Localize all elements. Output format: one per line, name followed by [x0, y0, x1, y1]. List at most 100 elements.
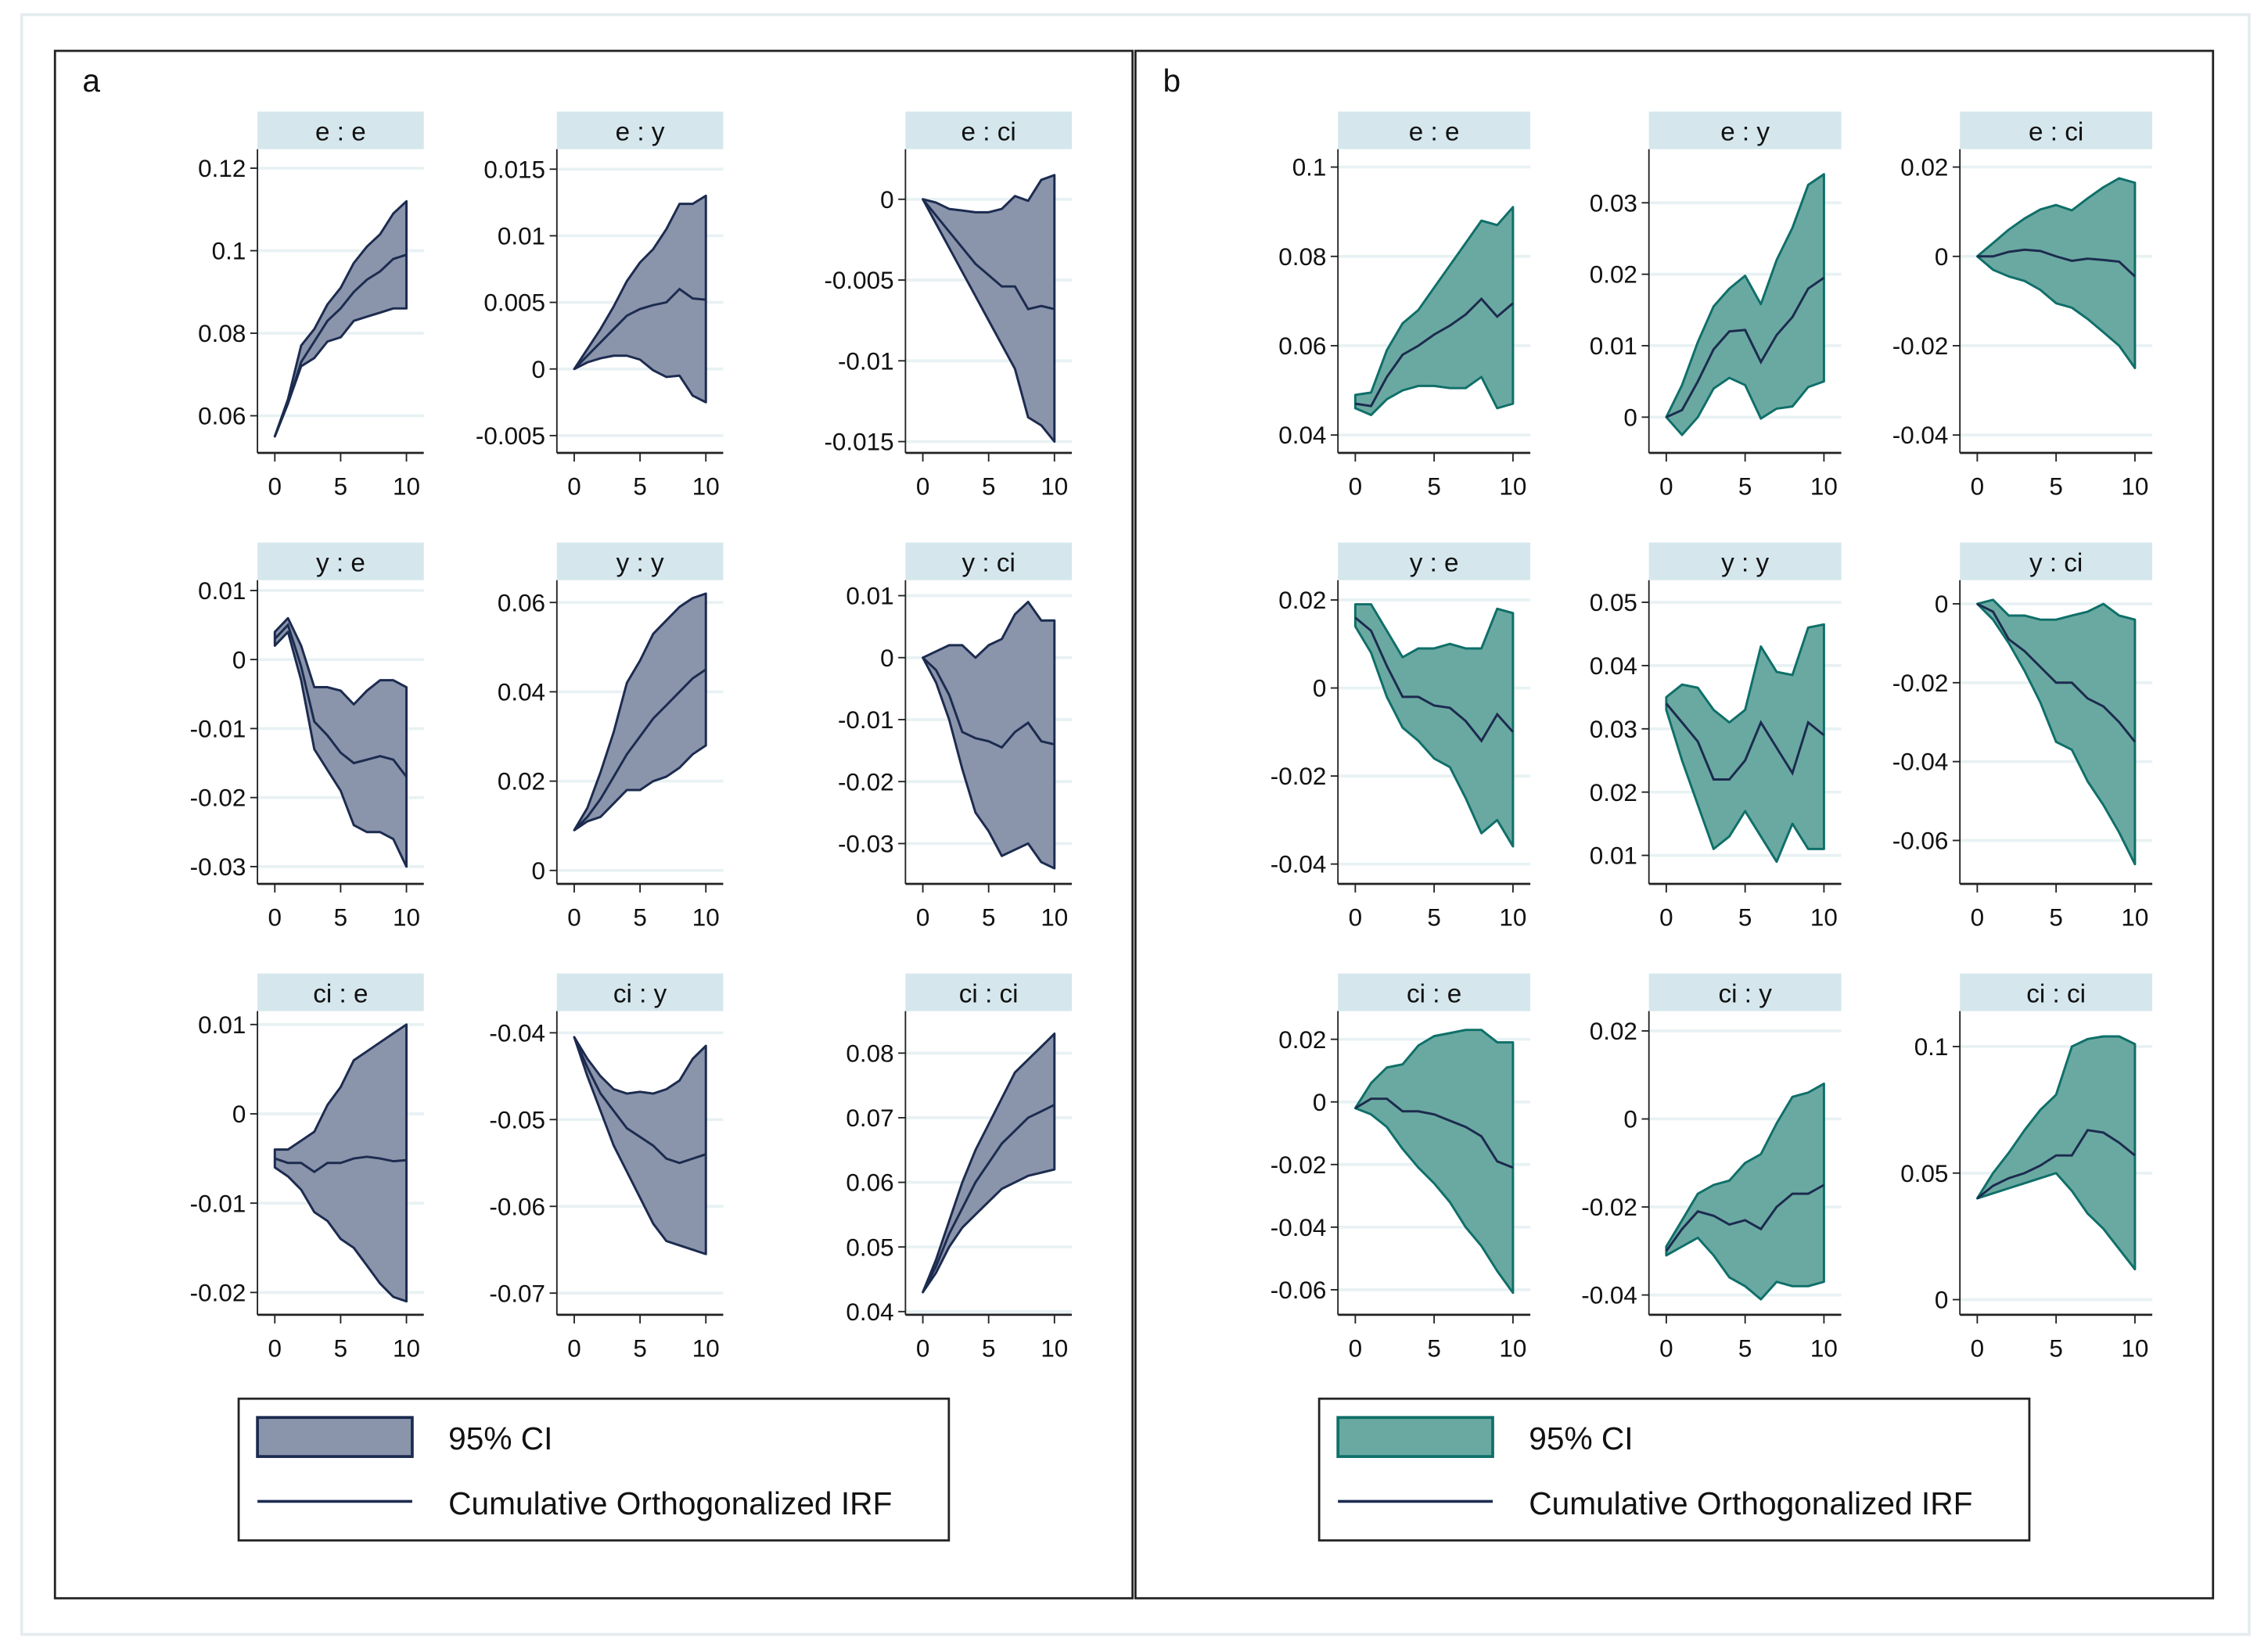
y-tick-label: -0.02: [1892, 332, 1949, 360]
x-tick-label: 0: [1659, 473, 1673, 501]
y-tick-label: 0.015: [483, 156, 545, 183]
x-tick-label: 0: [1349, 473, 1362, 501]
subplot: ci : e -0.02 -0.01 0 0.01 0 5 10: [190, 973, 424, 1363]
y-tick-label: 0.02: [1590, 261, 1637, 289]
y-tick-label: 0: [232, 1101, 246, 1128]
ci-band: [273, 616, 408, 868]
subplot-header: [1338, 973, 1531, 1011]
y-tick-label: -0.02: [190, 785, 246, 812]
y-tick-label: 0.005: [483, 289, 545, 317]
x-tick-label: 0: [567, 473, 580, 501]
x-tick-label: 5: [982, 473, 995, 501]
subplot-title: y : y: [1721, 549, 1769, 578]
x-tick-label: 5: [1738, 904, 1752, 932]
subplot-header: [1338, 111, 1531, 149]
x-tick-label: 10: [692, 904, 720, 932]
y-tick-label: 0.06: [846, 1169, 893, 1197]
subplot-title: ci : e: [313, 980, 368, 1009]
x-tick-label: 10: [1499, 1335, 1526, 1363]
y-tick-label: 0: [1935, 1287, 1948, 1314]
x-tick-label: 10: [393, 904, 420, 932]
y-tick-label: -0.05: [489, 1106, 545, 1133]
x-tick-label: 5: [1427, 1335, 1440, 1363]
x-tick-label: 5: [2049, 1335, 2062, 1363]
subplot-header: [1648, 111, 1842, 149]
subplot-title: e : y: [1720, 118, 1770, 147]
irf-line: [1977, 248, 2136, 278]
x-tick-label: 0: [567, 904, 580, 932]
x-tick-label: 10: [1041, 1335, 1068, 1363]
x-tick-label: 0: [268, 473, 282, 501]
y-tick-label: 0.03: [1590, 716, 1637, 743]
y-tick-label: 0.1: [1292, 154, 1327, 181]
subplot: e : e 0.06 0.08 0.1 0.12 0 5 10: [198, 111, 424, 501]
subplot: e : e 0.04 0.06 0.08 0.1 0 5 10: [1278, 111, 1531, 501]
y-tick-label: -0.07: [489, 1280, 545, 1307]
y-tick-label: 0: [1623, 1106, 1637, 1133]
irf-line: [922, 198, 1055, 311]
y-tick-label: 0.01: [498, 223, 545, 250]
subplot-header: [257, 973, 424, 1011]
x-tick-label: 10: [1041, 904, 1068, 932]
legend-ci-swatch: [1336, 1416, 1494, 1458]
y-tick-label: 0.08: [846, 1040, 893, 1067]
subplot-title: ci : y: [613, 980, 667, 1009]
subplot-title: e : ci: [2029, 118, 2083, 147]
subplot-header: [257, 111, 424, 149]
y-tick-label: 0.06: [198, 403, 246, 430]
y-tick-label: 0.1: [1914, 1033, 1949, 1061]
y-tick-label: 0.06: [498, 589, 545, 616]
y-tick-label: -0.02: [1892, 670, 1949, 697]
subplot-title: y : y: [616, 549, 664, 578]
y-tick-label: 0.02: [1278, 587, 1326, 614]
x-tick-label: 10: [393, 1335, 420, 1363]
y-tick-label: -0.04: [1271, 1214, 1327, 1241]
y-tick-label: 0.05: [1900, 1160, 1948, 1187]
y-tick-label: 0.02: [1590, 779, 1637, 806]
subplot-header: [556, 111, 724, 149]
x-tick-label: 0: [916, 904, 929, 932]
ci-band: [1975, 1035, 2137, 1271]
subplot-title: e : ci: [961, 118, 1016, 147]
x-tick-label: 0: [1659, 904, 1673, 932]
subplot: e : y -0.005 0 0.005 0.01 0.015 0 5 10: [476, 111, 724, 501]
subplot-title: y : ci: [961, 549, 1015, 578]
x-tick-label: 10: [1810, 1335, 1838, 1363]
subplot: y : y 0.01 0.02 0.03 0.04 0.05 0 5 10: [1590, 542, 1842, 932]
y-tick-label: 0.02: [498, 768, 545, 795]
x-tick-label: 5: [334, 473, 347, 501]
subplot: ci : y -0.04 -0.02 0 0.02 0 5 10: [1581, 973, 1842, 1363]
panel-border: [53, 49, 1134, 1600]
irf-line: [1666, 276, 1825, 418]
y-tick-label: -0.01: [838, 706, 894, 734]
x-tick-label: 5: [982, 1335, 995, 1363]
y-tick-label: 0.02: [1590, 1018, 1637, 1045]
y-tick-label: 0.08: [198, 320, 246, 347]
y-tick-label: 0: [232, 646, 246, 673]
legend-line-label: Cumulative Orthogonalized IRF: [1529, 1485, 1972, 1521]
x-tick-label: 5: [982, 904, 995, 932]
subplot-title: y : e: [316, 549, 365, 578]
x-tick-label: 0: [1971, 473, 1984, 501]
x-tick-label: 0: [1971, 904, 1984, 932]
x-tick-label: 0: [916, 473, 929, 501]
x-tick-label: 10: [2121, 473, 2148, 501]
subplot: y : ci -0.03 -0.02 -0.01 0 0.01 0 5 10: [838, 542, 1072, 932]
subplot: ci : ci 0.04 0.05 0.06 0.07 0.08 0 5 10: [846, 973, 1072, 1363]
subplot-title: e : e: [315, 118, 366, 147]
x-tick-label: 5: [2049, 473, 2062, 501]
y-tick-label: 0.03: [1590, 189, 1637, 217]
x-tick-label: 5: [633, 473, 646, 501]
legend-line-label: Cumulative Orthogonalized IRF: [448, 1485, 892, 1521]
y-tick-label: 0.05: [1590, 589, 1637, 616]
y-tick-label: -0.005: [476, 422, 545, 450]
ci-band: [1665, 1082, 1825, 1301]
subplot-header: [1960, 542, 2153, 580]
y-tick-label: 0.01: [846, 583, 893, 610]
subplot-header: [905, 542, 1072, 580]
panel-label: a: [82, 63, 100, 99]
y-tick-label: -0.04: [1581, 1282, 1637, 1309]
y-tick-label: 0: [880, 186, 893, 214]
y-tick-label: 0.02: [1278, 1026, 1326, 1054]
x-tick-label: 10: [393, 473, 420, 501]
